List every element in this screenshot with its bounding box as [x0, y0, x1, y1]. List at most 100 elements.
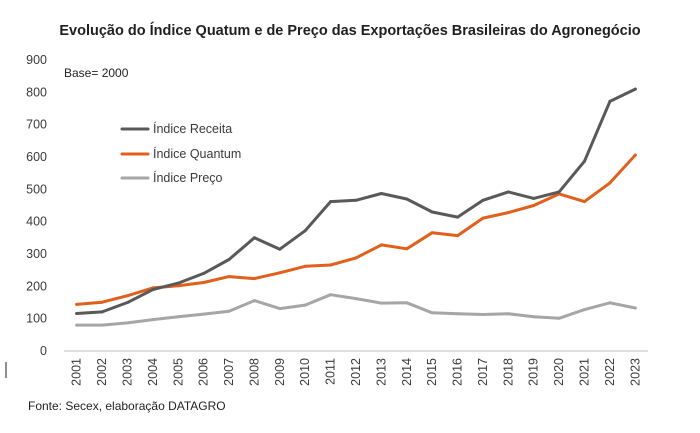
x-tick-label: 2013: [374, 358, 388, 386]
data-point: [176, 315, 180, 319]
x-tick-label: 2014: [400, 358, 414, 386]
data-point: [329, 293, 333, 297]
x-tick-label: 2010: [298, 358, 312, 386]
data-point: [100, 300, 104, 304]
series-lines: [75, 87, 637, 327]
data-point: [202, 312, 206, 316]
y-tick-label: 900: [26, 53, 47, 67]
x-tick-label: 2001: [70, 358, 84, 386]
data-point: [151, 288, 155, 292]
data-point: [532, 196, 536, 200]
x-tick-label: 2002: [95, 358, 109, 386]
y-axis: 0 100 200 300 400 500 600 700 800 900: [26, 53, 47, 358]
data-point: [278, 247, 282, 251]
data-point: [583, 200, 586, 204]
y-tick-label: 700: [26, 118, 47, 132]
data-point: [608, 301, 612, 305]
data-point: [583, 308, 586, 312]
data-point: [608, 99, 612, 103]
x-tick-label: 2018: [501, 358, 515, 386]
data-point: [481, 313, 485, 316]
x-tick-label: 2019: [527, 358, 541, 386]
base-note: Base= 2000: [64, 66, 129, 80]
data-point: [532, 315, 536, 319]
x-tick-label: 2008: [247, 358, 261, 386]
legend: Índice Receita Índice Quantum Índice Preço: [120, 121, 241, 185]
data-point: [278, 271, 282, 275]
x-tick-label: 2009: [273, 358, 287, 386]
data-point: [227, 258, 231, 261]
y-tick-label: 300: [26, 247, 47, 261]
data-point: [506, 190, 510, 194]
data-point: [202, 271, 206, 275]
data-point: [633, 306, 637, 310]
data-point: [151, 318, 155, 322]
data-point: [532, 204, 536, 207]
x-tick-label: 2023: [628, 358, 642, 386]
x-tick-label: 2005: [171, 358, 185, 386]
data-point: [227, 309, 231, 313]
data-point: [252, 299, 256, 303]
data-point: [100, 310, 104, 314]
data-point: [456, 312, 460, 316]
x-tick-label: 2020: [552, 358, 566, 386]
data-point: [75, 323, 79, 327]
data-point: [633, 87, 637, 91]
x-axis: 2001 2002 2003 2004 2005 2006 2007 2008 2009 2010…: [70, 358, 643, 386]
data-point: [126, 321, 129, 325]
data-point: [405, 247, 409, 251]
chart-title: Evolução do Índice Quatum e de Preço das…: [59, 22, 640, 39]
x-tick-label: 2004: [146, 358, 160, 386]
x-tick-label: 2012: [349, 358, 363, 386]
x-tick-label: 2022: [603, 358, 617, 386]
data-point: [227, 275, 231, 279]
x-tick-label: 2015: [425, 358, 439, 386]
x-tick-label: 2007: [222, 358, 236, 386]
legend-label: Índice Receita: [153, 121, 232, 136]
data-point: [176, 284, 180, 288]
x-tick-label: 2003: [120, 358, 134, 386]
data-point: [583, 159, 586, 163]
data-point: [354, 256, 358, 260]
y-tick-label: 0: [40, 344, 47, 358]
data-point: [100, 323, 104, 327]
data-point: [557, 316, 561, 320]
data-point: [303, 229, 307, 233]
data-point: [329, 200, 333, 204]
data-point: [379, 243, 383, 247]
x-tick-label: 2006: [197, 358, 211, 386]
x-tick-label: 2021: [578, 358, 592, 386]
data-point: [405, 197, 409, 201]
data-point: [405, 301, 409, 305]
data-point: [456, 215, 460, 219]
data-point: [303, 264, 307, 268]
data-point: [633, 153, 637, 157]
y-tick-label: 400: [26, 215, 47, 229]
data-point: [202, 281, 206, 284]
data-point: [126, 294, 129, 298]
data-point: [481, 198, 485, 202]
data-point: [456, 234, 460, 238]
data-point: [506, 211, 510, 215]
data-point: [608, 181, 612, 185]
data-point: [430, 311, 434, 315]
data-point: [278, 307, 282, 311]
y-tick-label: 500: [26, 182, 47, 196]
data-point: [506, 312, 510, 316]
data-point: [176, 281, 180, 285]
y-tick-label: 200: [26, 279, 47, 293]
y-tick-label: 100: [26, 312, 47, 326]
data-point: [379, 301, 383, 305]
x-tick-label: 2016: [451, 358, 465, 386]
legend-label: Índice Quantum: [153, 146, 241, 161]
x-tick-label: 2017: [476, 358, 490, 386]
y-tick-label: 600: [26, 150, 47, 164]
data-point: [252, 277, 256, 281]
data-point: [557, 190, 561, 194]
data-point: [379, 192, 383, 195]
data-point: [354, 297, 358, 301]
x-tick-label: 2011: [324, 358, 338, 385]
y-tick-label: 800: [26, 85, 47, 99]
